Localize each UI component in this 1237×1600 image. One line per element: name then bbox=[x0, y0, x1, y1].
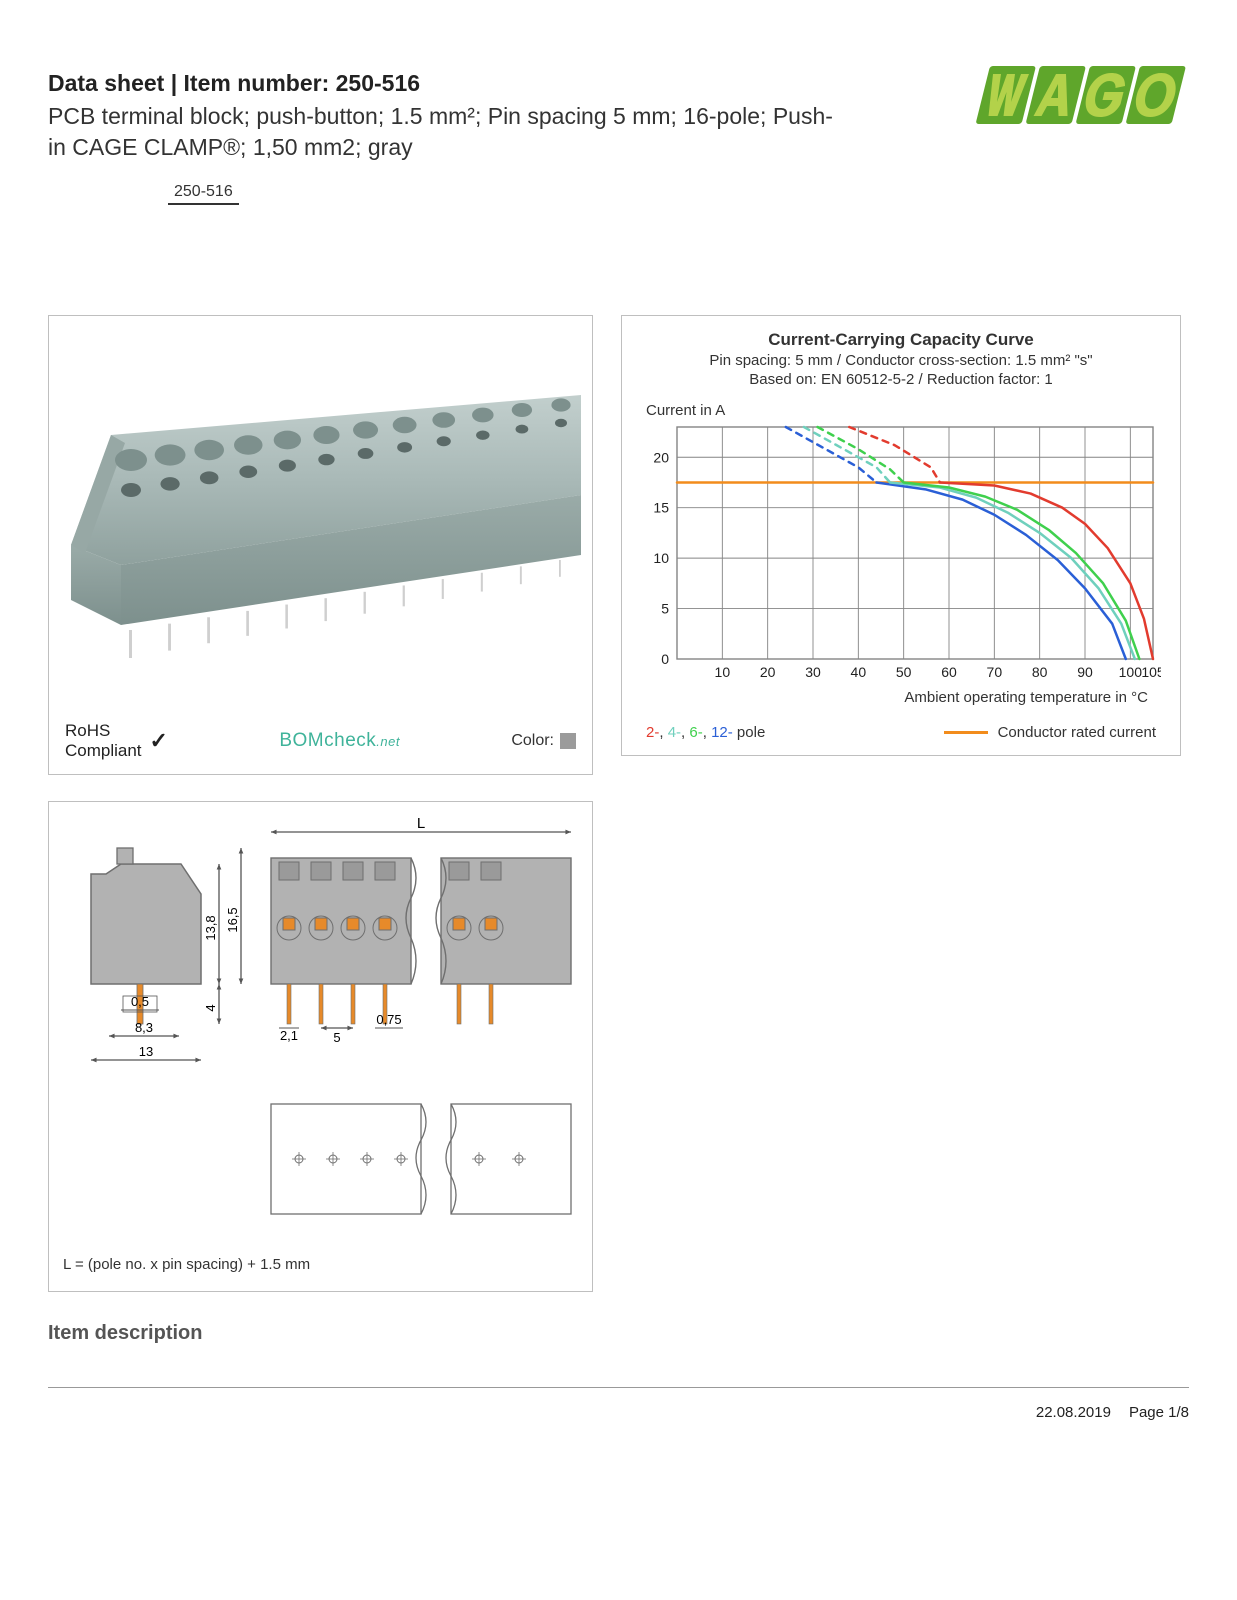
svg-text:4: 4 bbox=[203, 1004, 218, 1011]
product-image-panel: RoHS Compliant ✓ BOMcheck.net Color: bbox=[48, 315, 593, 775]
svg-text:16,5: 16,5 bbox=[225, 907, 240, 932]
svg-text:10: 10 bbox=[715, 664, 731, 680]
footer-page: Page 1/8 bbox=[1129, 1404, 1189, 1421]
svg-text:10: 10 bbox=[653, 550, 669, 566]
rohs-label-1: RoHS bbox=[65, 721, 142, 741]
svg-text:20: 20 bbox=[760, 664, 776, 680]
svg-text:20: 20 bbox=[653, 449, 669, 465]
svg-text:100: 100 bbox=[1119, 664, 1143, 680]
svg-text:105: 105 bbox=[1141, 664, 1161, 680]
svg-text:80: 80 bbox=[1032, 664, 1048, 680]
dimension-drawing-panel: 0,58,31313,816,54L2,150,75 L = (pole no.… bbox=[48, 801, 593, 1292]
bomcheck-net: .net bbox=[376, 734, 400, 749]
legend-poles: 2-, 4-, 6-, 12- pole bbox=[646, 724, 765, 741]
datasheet-subtitle: PCB terminal block; push-button; 1.5 mm²… bbox=[48, 101, 848, 163]
svg-text:5: 5 bbox=[333, 1030, 340, 1045]
chart-subtitle-1: Pin spacing: 5 mm / Conductor cross-sect… bbox=[640, 352, 1162, 369]
footer-date: 22.08.2019 bbox=[1036, 1404, 1111, 1421]
svg-text:13,8: 13,8 bbox=[203, 915, 218, 940]
bomcheck-logo: BOMcheck.net bbox=[279, 730, 400, 752]
header-text: Data sheet | Item number: 250-516 PCB te… bbox=[48, 70, 969, 205]
rohs-label-2: Compliant bbox=[65, 741, 142, 761]
dimension-footnote: L = (pole no. x pin spacing) + 1.5 mm bbox=[61, 1252, 580, 1279]
dimension-drawing: 0,58,31313,816,54L2,150,75 bbox=[61, 814, 581, 1234]
svg-text:30: 30 bbox=[805, 664, 821, 680]
svg-text:5: 5 bbox=[661, 601, 669, 617]
svg-text:40: 40 bbox=[851, 664, 867, 680]
svg-text:50: 50 bbox=[896, 664, 912, 680]
part-number: 250-516 bbox=[168, 181, 239, 205]
svg-text:90: 90 bbox=[1077, 664, 1093, 680]
legend-2pole: 2- bbox=[646, 724, 659, 741]
legend-pole-suffix: pole bbox=[737, 724, 765, 741]
color-swatch bbox=[560, 733, 576, 749]
header: Data sheet | Item number: 250-516 PCB te… bbox=[48, 70, 1189, 205]
datasheet-title: Data sheet | Item number: 250-516 bbox=[48, 70, 969, 97]
footer-rule bbox=[48, 1387, 1189, 1388]
svg-text:60: 60 bbox=[941, 664, 957, 680]
panels-row: RoHS Compliant ✓ BOMcheck.net Color: Cur… bbox=[48, 315, 1189, 775]
chart-titles: Current-Carrying Capacity Curve Pin spac… bbox=[640, 330, 1162, 388]
svg-text:70: 70 bbox=[987, 664, 1003, 680]
chart-legend: 2-, 4-, 6-, 12- pole Conductor rated cur… bbox=[640, 724, 1162, 741]
svg-text:2,1: 2,1 bbox=[280, 1028, 298, 1043]
bomcheck-text: BOMcheck bbox=[279, 730, 376, 751]
svg-text:L: L bbox=[417, 815, 425, 832]
capacity-chart: 10 20 30 40 50 60 70 80 90 100105 0 5 10 15 20 bbox=[641, 423, 1161, 683]
product-photo bbox=[59, 326, 582, 713]
svg-text:0: 0 bbox=[661, 651, 669, 667]
color-indicator: Color: bbox=[511, 732, 576, 750]
svg-text:13: 13 bbox=[139, 1044, 153, 1059]
rohs-compliant-badge: RoHS Compliant ✓ bbox=[65, 721, 168, 760]
chart-subtitle-2: Based on: EN 60512-5-2 / Reduction facto… bbox=[640, 371, 1162, 388]
legend-rated: Conductor rated current bbox=[944, 724, 1156, 741]
legend-4pole: 4- bbox=[668, 724, 681, 741]
legend-12pole: 12- bbox=[711, 724, 733, 741]
svg-text:8,3: 8,3 bbox=[135, 1020, 153, 1035]
chart-y-axis-label: Current in A bbox=[646, 402, 1162, 419]
capacity-curve-panel: Current-Carrying Capacity Curve Pin spac… bbox=[621, 315, 1181, 756]
part-number-pill: 250-516 bbox=[168, 181, 239, 205]
checkmark-icon: ✓ bbox=[150, 728, 168, 753]
svg-text:0,75: 0,75 bbox=[376, 1012, 401, 1027]
wago-logo bbox=[969, 62, 1189, 133]
item-description-heading: Item description bbox=[48, 1322, 1189, 1345]
chart-title: Current-Carrying Capacity Curve bbox=[640, 330, 1162, 350]
chart-x-axis-label: Ambient operating temperature in °C bbox=[640, 689, 1162, 706]
svg-text:15: 15 bbox=[653, 500, 669, 516]
legend-rated-label: Conductor rated current bbox=[998, 724, 1156, 741]
legend-rated-line-icon bbox=[944, 731, 988, 734]
color-label: Color: bbox=[511, 732, 554, 750]
page-footer: 22.08.2019 Page 1/8 bbox=[48, 1396, 1189, 1421]
legend-6pole: 6- bbox=[689, 724, 702, 741]
